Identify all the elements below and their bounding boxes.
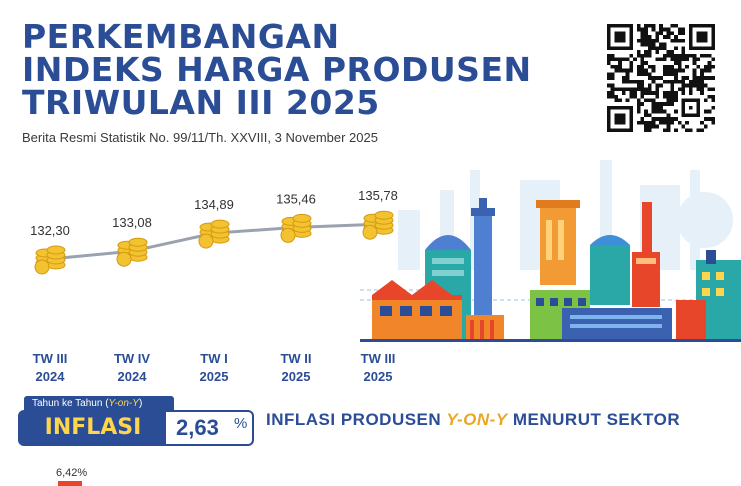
coin-stack-icon — [34, 245, 66, 275]
inflasi-card: INFLASI 2,63 % Tahun ke Tahun (Y-on-Y) — [18, 396, 254, 446]
tag-yoy: Y-on-Y — [108, 398, 139, 409]
tag-prefix: Tahun ke Tahun ( — [32, 398, 109, 409]
tag-suffix: ) — [138, 398, 143, 409]
data-label: 134,89 — [194, 197, 234, 212]
category-label: 2024 — [118, 369, 148, 384]
industry-illustration — [360, 160, 741, 342]
inflasi-period-tag: Tahun ke Tahun (Y-on-Y) — [24, 396, 174, 412]
title-line-1: PERKEMBANGAN — [22, 17, 340, 56]
category-label: TW III — [361, 351, 396, 366]
coin-stack-icon — [362, 210, 394, 240]
inflasi-body: INFLASI 2,63 % — [18, 410, 254, 446]
category-label: 2025 — [364, 369, 393, 384]
sector-bar — [58, 481, 82, 486]
inflasi-value: 2,63 — [176, 415, 219, 440]
inflasi-unit: % — [234, 415, 248, 432]
coin-stack-icon — [198, 219, 230, 249]
category-label: 2025 — [200, 369, 229, 384]
coin-stack-icon — [280, 213, 312, 243]
data-label: 133,08 — [112, 215, 152, 230]
sector-title-b: MENURUT SEKTOR — [507, 410, 681, 429]
sector-bar-value: 6,42% — [56, 467, 88, 479]
title-line-3: TRIWULAN III 2025 — [22, 83, 380, 122]
inflasi-label: INFLASI — [20, 412, 166, 444]
ihp-line-chart: 132,30 TW III 2024 133,08 TW IV 2024 134,89 TW … — [30, 188, 398, 384]
title-line-2: INDEKS HARGA PRODUSEN — [22, 50, 532, 89]
release-info: Berita Resmi Statistik No. 99/11/Th. XXV… — [22, 130, 378, 145]
coin-stack-icon — [116, 237, 148, 267]
page-title: PERKEMBANGAN INDEKS HARGA PRODUSEN TRIWU… — [22, 20, 532, 119]
data-label: 132,30 — [30, 223, 70, 238]
sector-title-yoy: Y-ON-Y — [446, 410, 508, 429]
category-label: 2025 — [282, 369, 311, 384]
category-label: TW II — [280, 351, 311, 366]
qr-code-icon — [607, 24, 715, 132]
sector-title-a: INFLASI PRODUSEN — [266, 410, 447, 429]
category-label: TW IV — [114, 351, 150, 366]
category-label: TW I — [200, 351, 227, 366]
data-label: 135,78 — [358, 188, 398, 203]
data-label: 135,46 — [276, 191, 316, 206]
category-label: TW III — [33, 351, 68, 366]
category-label: 2024 — [36, 369, 66, 384]
sector-section-title: INFLASI PRODUSEN Y-ON-Y MENURUT SEKTOR — [266, 410, 680, 430]
